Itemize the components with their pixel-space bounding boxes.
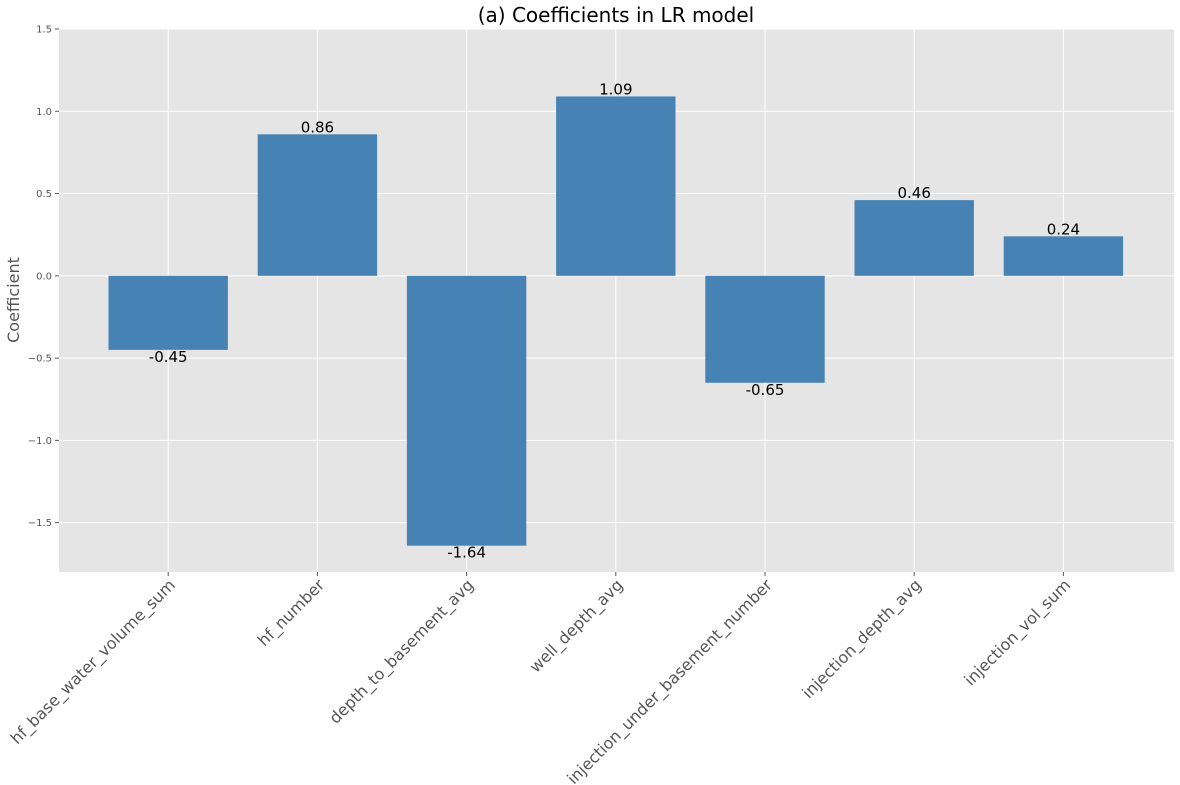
x-tick-label: well_depth_avg [526,575,628,677]
y-tick-label: −1.5 [28,518,52,529]
data-label: -0.45 [149,348,188,366]
data-label: -1.64 [447,544,486,562]
x-tick-label: injection_vol_sum [960,575,1075,690]
bars [108,96,1124,546]
data-label: 1.09 [599,80,632,98]
x-tick-label: hf_number [254,575,329,650]
data-label: -0.65 [746,381,785,399]
data-labels: -0.45 0.86 -1.64 1.09 -0.65 0.46 0.24 [149,80,1080,561]
y-tick-label: 0.0 [36,271,52,282]
data-label: 0.24 [1047,220,1080,238]
bar-injection-depth-avg [854,200,974,276]
y-tick-label: −0.5 [28,354,52,365]
y-tick-label: 1.0 [36,107,52,118]
y-tick-label: 0.5 [36,189,52,200]
y-tick-label: 1.5 [36,25,52,36]
x-tick-label: depth_to_basement_avg [325,575,478,728]
y-tick-label: −1.0 [28,436,52,447]
x-axis-ticks: hf_base_water_volume_sum hf_numberdepth_t… [7,572,1075,785]
bar-injection-vol-sum [1003,236,1124,276]
x-tick-label: hf_base_water_volume_sum [7,575,180,748]
chart-title: (a) Coefficients in LR model [478,3,754,27]
y-axis-label: Coefficient [4,257,23,343]
bar-well-depth-avg [556,96,676,276]
bar-depth-to-basement-avg [406,275,527,546]
data-label: 0.86 [301,118,334,136]
data-label: 0.46 [897,184,930,202]
bar-injection-under-basement-number [705,275,825,383]
x-tick-label: injection_depth_avg [798,575,926,703]
y-axis-ticks: −1.5 −1.0 −0.5 0.0 0.5 1.0 1.5 [28,25,59,529]
bar-hf-base-water-volume-sum [108,275,228,350]
bar-hf-number [257,134,378,276]
